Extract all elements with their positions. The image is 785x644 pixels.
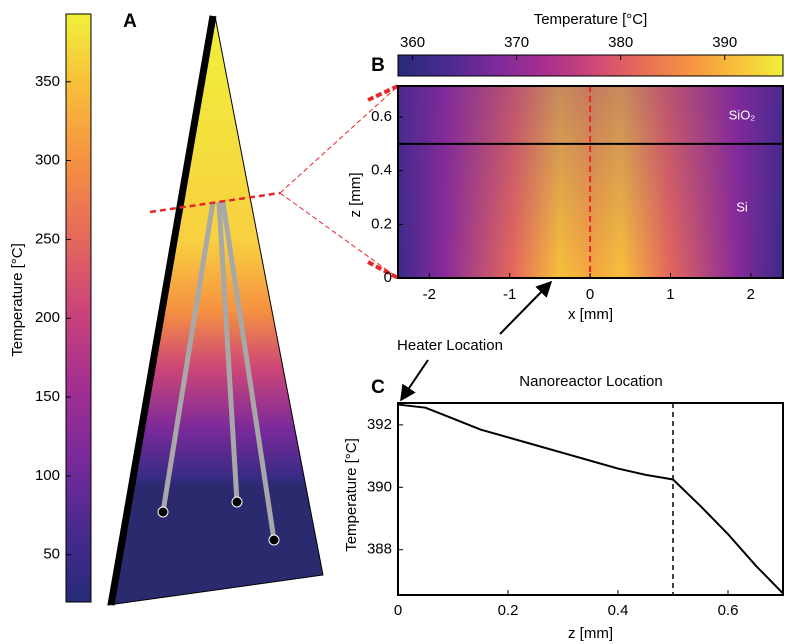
arrow [499, 280, 553, 335]
x-tick-label: 2 [747, 286, 755, 303]
y-tick-label: 392 [367, 416, 392, 433]
annotation: Nanoreactor Location [519, 373, 662, 390]
panel-label: B [371, 55, 385, 76]
colorbar-tick-label: 380 [608, 34, 633, 51]
y-tick-label: 200 [35, 309, 60, 326]
axis-label: Temperature [°C] [9, 243, 26, 357]
y-tick-label: 50 [43, 546, 60, 563]
colorbar-label: Temperature [°C] [534, 11, 648, 28]
y-tick-label: 100 [35, 467, 60, 484]
y-tick-label: 390 [367, 478, 392, 495]
annotation: Heater Location [397, 337, 503, 354]
device [107, 15, 324, 606]
arrow [400, 359, 429, 402]
axis-label: x [mm] [568, 306, 613, 323]
colorbar [65, 13, 92, 603]
section-lines [149, 84, 399, 280]
panel-label: A [123, 11, 137, 32]
y-tick-label: 300 [35, 152, 60, 169]
colorbar-tick-label: 370 [504, 34, 529, 51]
y-tick-label: 0 [384, 269, 392, 286]
x-tick-label: -1 [503, 286, 516, 303]
wires [160, 201, 277, 541]
x-tick-label: 0 [586, 286, 594, 303]
y-tick-label: 0.2 [371, 215, 392, 232]
colorbar-tick-label: 360 [400, 34, 425, 51]
axis-label: Temperature [°C] [343, 438, 360, 552]
x-tick-label: 0.2 [498, 602, 519, 619]
y-tick-label: 0.6 [371, 108, 392, 125]
x-tick-label: -2 [423, 286, 436, 303]
y-tick-label: 388 [367, 541, 392, 558]
x-tick-label: 0.6 [718, 602, 739, 619]
y-tick-label: 0.4 [371, 162, 392, 179]
x-tick-label: 0 [394, 602, 402, 619]
axis-label: z [mm] [568, 625, 613, 642]
line [397, 403, 784, 595]
x-tick-label: 1 [666, 286, 674, 303]
axis-label: z [mm] [347, 173, 364, 218]
y-tick-label: 250 [35, 230, 60, 247]
layer-label: SiO₂ [729, 107, 756, 122]
axes-frame [397, 402, 784, 596]
x-tick-label: 0.4 [608, 602, 629, 619]
y-tick-label: 350 [35, 73, 60, 90]
device-edge [107, 15, 217, 606]
colorbar-tick-label: 390 [712, 34, 737, 51]
layer-label: Si [736, 199, 748, 214]
colorbar [397, 54, 784, 77]
contacts [157, 496, 280, 546]
panel-label: C [371, 377, 385, 398]
y-tick-label: 150 [35, 388, 60, 405]
